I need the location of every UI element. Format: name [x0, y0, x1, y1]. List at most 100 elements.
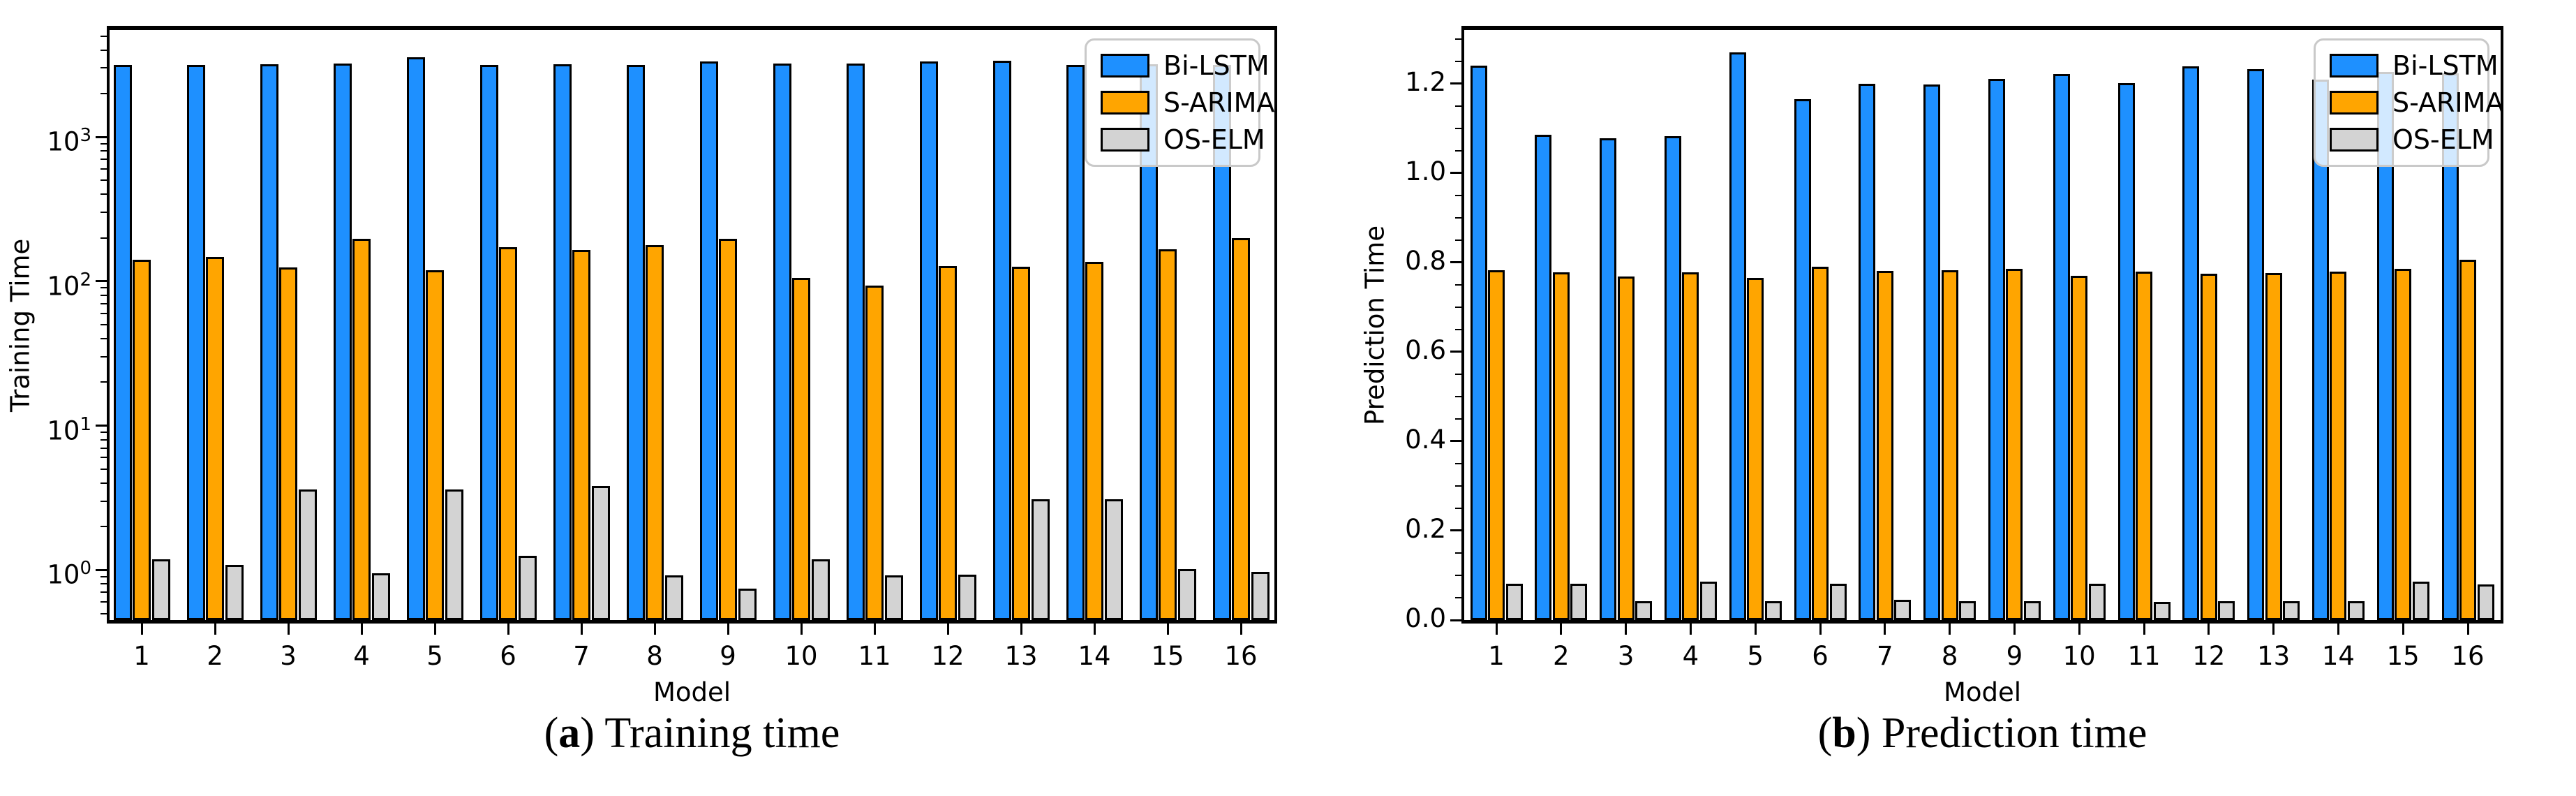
bar-s-arima-model-14: [1085, 262, 1103, 620]
y-axis-tick: [100, 212, 107, 214]
y-axis-tick: [100, 457, 107, 459]
x-axis-tick: [1884, 624, 1886, 635]
legend-entry-os-elm: OS-ELM: [2330, 126, 2494, 153]
legend-label: OS-ELM: [1163, 124, 1265, 155]
bar-os-elm-model-11: [2153, 601, 2171, 620]
bar-s-arima-model-6: [499, 247, 517, 620]
bar-s-arima-model-7: [572, 249, 590, 620]
legend-entry-bi-lstm: Bi-LSTM: [1101, 52, 1270, 79]
bar-bi-lstm-model-2: [1535, 135, 1552, 620]
x-axis-tick: [433, 624, 436, 635]
bar-s-arima-model-3: [279, 267, 297, 620]
bar-os-elm-model-1: [151, 559, 170, 620]
y-axis-tick: [100, 294, 107, 296]
y-axis-tick: [1455, 485, 1461, 487]
bar-os-elm-model-13: [2283, 601, 2300, 620]
x-axis-tick-label: 3: [1617, 641, 1635, 671]
y-axis-tick: [100, 381, 107, 383]
y-axis-tick-label: 0.8: [1405, 245, 1446, 276]
x-axis-tick: [360, 624, 363, 635]
bar-s-arima-model-2: [1552, 272, 1570, 620]
bar-bi-lstm-model-7: [553, 64, 572, 620]
y-axis-tick: [100, 193, 107, 196]
bar-bi-lstm-model-4: [1664, 136, 1681, 620]
y-axis-tick: [96, 568, 107, 571]
y-axis-tick: [1455, 60, 1461, 62]
y-axis-tick: [100, 92, 107, 94]
x-axis-tick-label: 6: [500, 641, 516, 671]
y-axis-tick: [1450, 440, 1461, 443]
y-axis-tick-label: 100: [47, 558, 91, 590]
y-axis-tick: [100, 338, 107, 340]
bar-bi-lstm-model-1: [113, 65, 132, 620]
legend-entry-s-arima: S-ARIMA: [2330, 89, 2503, 116]
bar-os-elm-model-16: [2477, 584, 2494, 620]
bar-os-elm-model-14: [1104, 499, 1123, 620]
bar-bi-lstm-model-5: [406, 57, 425, 620]
legend-swatch-s-arima: [1101, 91, 1149, 115]
bar-s-arima-model-13: [2265, 273, 2282, 620]
x-axis-tick: [1754, 624, 1757, 635]
legend-label: Bi-LSTM: [1163, 50, 1270, 81]
y-axis-tick: [1455, 395, 1461, 397]
x-axis-tick-label: 13: [1004, 641, 1038, 671]
bar-bi-lstm-model-12: [919, 61, 938, 620]
bar-os-elm-model-14: [2347, 601, 2365, 620]
bar-bi-lstm-model-11: [846, 63, 865, 620]
y-axis-tick: [1455, 328, 1461, 330]
legend-box: Bi-LSTM S-ARIMA OS-ELM: [2314, 38, 2503, 167]
x-axis-tick: [1166, 624, 1169, 635]
y-axis-tick: [100, 575, 107, 577]
bar-bi-lstm-model-13: [992, 60, 1011, 620]
y-axis-tick: [100, 179, 107, 182]
legend-entry-bi-lstm: Bi-LSTM: [2330, 52, 2499, 79]
bar-os-elm-model-9: [2023, 601, 2041, 620]
x-axis-tick: [2466, 624, 2469, 635]
bar-os-elm-model-3: [1635, 601, 1653, 620]
bar-s-arima-model-8: [646, 245, 664, 620]
caption-a: (a) Training time: [343, 709, 1041, 758]
bar-os-elm-model-12: [958, 574, 976, 620]
x-axis-tick-label: 7: [1877, 641, 1893, 671]
bar-bi-lstm-model-13: [2247, 69, 2265, 620]
x-axis-tick-label: 2: [1553, 641, 1570, 671]
bar-os-elm-model-9: [738, 589, 757, 620]
bar-os-elm-model-2: [225, 564, 244, 620]
bar-s-arima-model-3: [1617, 277, 1635, 620]
x-axis-tick-label: 6: [1812, 641, 1829, 671]
x-axis-tick: [287, 624, 290, 635]
y-axis-tick: [1455, 418, 1461, 420]
x-axis-tick: [1093, 624, 1096, 635]
x-axis-tick: [214, 624, 216, 635]
caption-letter: b: [1832, 709, 1856, 757]
y-axis-tick-label: 102: [47, 269, 91, 302]
y-axis-tick: [1455, 596, 1461, 598]
bar-bi-lstm-model-8: [1923, 84, 1941, 620]
y-axis-tick-label: 0.2: [1405, 513, 1446, 544]
y-axis-tick: [1455, 194, 1461, 196]
x-axis-tick: [140, 624, 143, 635]
y-axis-tick: [1455, 105, 1461, 107]
y-axis-tick: [100, 612, 107, 614]
y-axis-tick: [1450, 82, 1461, 85]
bar-bi-lstm-model-4: [333, 63, 352, 620]
x-axis-tick-label: 4: [1682, 641, 1699, 671]
x-axis-tick-label: 5: [1747, 641, 1764, 671]
legend-label: OS-ELM: [2392, 124, 2494, 155]
y-axis-tick: [1450, 261, 1461, 264]
bar-os-elm-model-1: [1505, 583, 1523, 620]
y-axis-tick: [100, 324, 107, 326]
x-axis-tick-label: 1: [1488, 641, 1505, 671]
y-axis-tick: [1455, 574, 1461, 576]
y-axis-tick: [100, 49, 107, 51]
caption-letter: a: [558, 709, 581, 757]
x-axis-tick: [800, 624, 803, 635]
bar-os-elm-model-5: [1764, 601, 1782, 620]
y-axis-tick-label: 101: [47, 413, 91, 445]
bar-bi-lstm-model-8: [626, 65, 645, 620]
y-axis-tick: [100, 468, 107, 470]
y-axis-tick: [1455, 373, 1461, 375]
y-axis-tick: [100, 287, 107, 289]
bar-os-elm-model-3: [298, 489, 317, 620]
bar-s-arima-model-4: [352, 239, 371, 620]
